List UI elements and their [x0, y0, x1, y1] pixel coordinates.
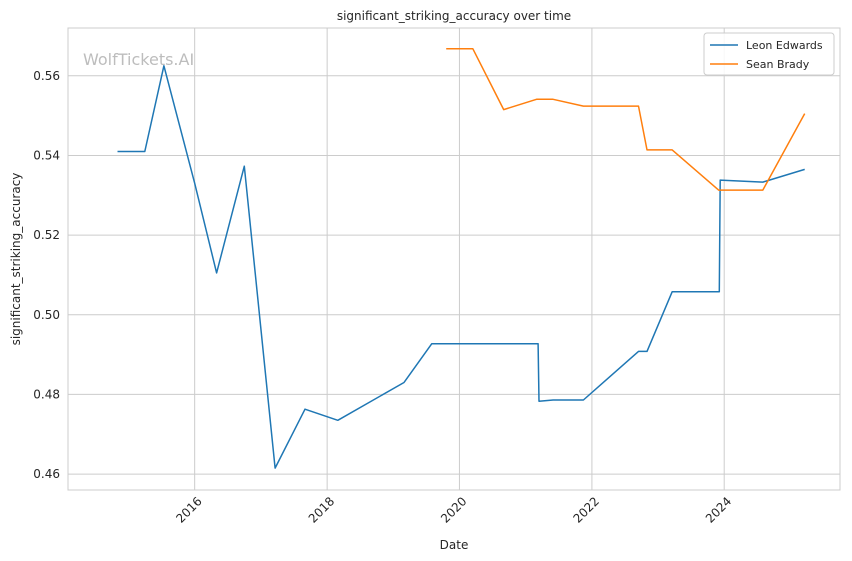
y-tick-label: 0.54	[33, 148, 60, 162]
series-line-sean-brady	[446, 47, 806, 191]
y-axis-title: significant_striking_accuracy	[9, 173, 23, 346]
legend-label-leon-edwards: Leon Edwards	[746, 39, 823, 52]
grid	[68, 28, 840, 490]
series-layer	[117, 47, 806, 469]
x-axis-title: Date	[440, 538, 469, 552]
legend-label-sean-brady: Sean Brady	[746, 58, 810, 71]
plot-frame	[67, 27, 841, 491]
y-tick-label: 0.56	[33, 69, 60, 83]
legend: Leon Edwards Sean Brady	[703, 32, 835, 76]
series-line-leon-edwards	[117, 65, 805, 469]
y-tick-label: 0.52	[33, 228, 60, 242]
watermark: WolfTickets.AI	[83, 50, 194, 69]
y-tick-label: 0.48	[33, 387, 60, 401]
y-tick-label: 0.46	[33, 467, 60, 481]
chart-title: significant_striking_accuracy over time	[337, 9, 571, 23]
y-tick-label: 0.50	[33, 308, 60, 322]
